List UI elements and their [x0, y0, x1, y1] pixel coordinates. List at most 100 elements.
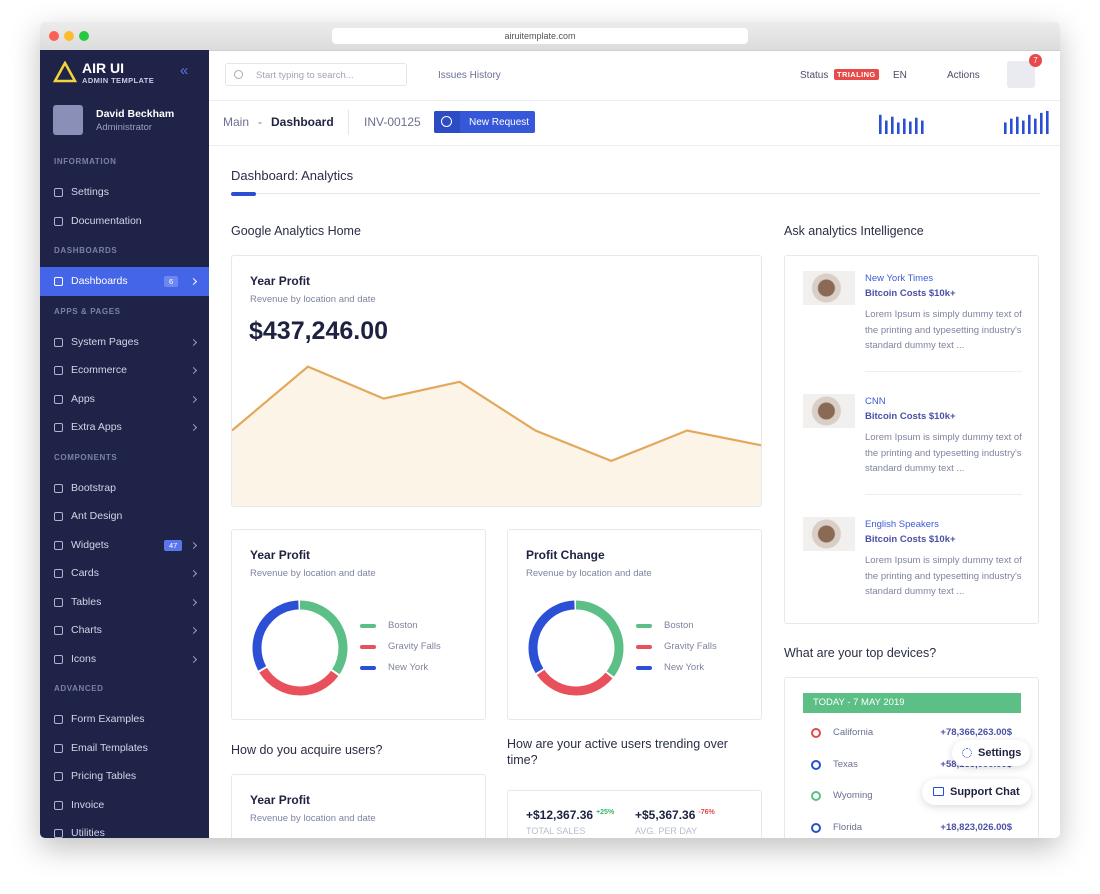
breadcrumb-current: Dashboard: [271, 115, 334, 129]
nav-label: Documentation: [71, 214, 142, 227]
trend-label: AVG. PER DAY: [635, 826, 698, 836]
maximize-button[interactable]: [79, 31, 89, 41]
area-chart: [232, 365, 761, 506]
nav-label: Ecommerce: [71, 364, 128, 376]
nav-item[interactable]: Email Templates: [40, 734, 209, 763]
trend-card: +$12,367.36 +25% TOTAL SALES +$5,367.36 -76%…: [507, 790, 762, 838]
nav-icon: [54, 216, 63, 226]
nav-item[interactable]: Dashboards 6: [40, 267, 209, 296]
acquire-card: Year Profit Revenue by location and date: [231, 774, 486, 838]
nav-item[interactable]: Icons: [40, 645, 209, 674]
nav-item[interactable]: Cards: [40, 559, 209, 588]
nav-item[interactable]: Invoice: [40, 791, 209, 820]
nav-item[interactable]: Ecommerce: [40, 356, 209, 385]
donut-segment: [252, 600, 348, 696]
nav-item[interactable]: Form Examples: [40, 705, 209, 734]
nav-label: Charts: [71, 624, 102, 636]
new-request-button[interactable]: New Request: [434, 111, 535, 133]
nav-label: System Pages: [71, 335, 139, 348]
sidebar: AIR UI ADMIN TEMPLATE « David Beckham Ad…: [40, 50, 209, 838]
spark-bar: [1040, 112, 1043, 134]
nav-item[interactable]: Apps: [40, 385, 209, 414]
nav-icon: [54, 366, 63, 375]
section-heading: How are your active users trending over …: [507, 737, 728, 767]
settings-button[interactable]: Settings: [952, 740, 1030, 766]
legend-swatch: [360, 645, 376, 649]
legend-label: New York: [388, 662, 429, 673]
nav-item[interactable]: Bootstrap: [40, 474, 209, 503]
news-title: Bitcoin Costs $10k+: [865, 411, 956, 422]
sparkbars: [1004, 110, 1049, 134]
spark-bar: [909, 121, 912, 134]
news-thumbnail: [803, 517, 855, 551]
spark-bar: [1004, 122, 1007, 134]
news-card: New York Times Bitcoin Costs $10k+ Lorem I…: [784, 255, 1039, 624]
support-chat-button[interactable]: Support Chat: [922, 779, 1031, 805]
card-subtitle: Revenue by location and date: [250, 294, 376, 305]
close-button[interactable]: [49, 31, 59, 41]
nav-label: Icons: [71, 652, 97, 665]
spark-bar: [903, 118, 906, 134]
nav-item[interactable]: Charts: [40, 616, 209, 645]
device-name: Texas: [833, 758, 858, 770]
main-area: Start typing to search... Issues History…: [209, 50, 1060, 838]
card-title: Profit Change: [526, 548, 605, 562]
news-title: Bitcoin Costs $10k+: [865, 534, 956, 545]
trend-value: +$5,367.36 -76%: [635, 808, 715, 822]
breadcrumb-main[interactable]: Main: [223, 115, 250, 129]
minimize-button[interactable]: [64, 31, 74, 41]
nav-label: Dashboards: [71, 275, 128, 287]
status-badge: TRIALING: [834, 69, 879, 80]
nav-label: Bootstrap: [71, 481, 116, 494]
collapse-button[interactable]: «: [180, 62, 189, 79]
nav-heading: DASHBOARDS: [54, 246, 118, 255]
search-box[interactable]: Start typing to search...: [225, 63, 407, 86]
nav-item[interactable]: Pricing Tables: [40, 762, 209, 791]
issues-menu[interactable]: Issues History: [438, 70, 501, 81]
nav-item[interactable]: Widgets 47: [40, 531, 209, 560]
news-source[interactable]: English Speakers: [865, 519, 939, 530]
area-line: [232, 365, 761, 463]
nav-icon: [54, 394, 63, 404]
news-source[interactable]: New York Times: [865, 273, 934, 284]
nav-label: Form Examples: [71, 713, 145, 725]
nav-badge: 47: [164, 539, 183, 551]
device-dot: [811, 791, 821, 802]
nav-item[interactable]: Ant Design: [40, 502, 209, 531]
language-menu[interactable]: EN: [893, 70, 907, 81]
analytics-card: Year Profit Revenue by location and date…: [231, 255, 762, 507]
nav-item[interactable]: Documentation: [40, 207, 209, 236]
spark-bar: [1016, 116, 1019, 134]
trend-change: +25%: [596, 809, 615, 816]
legend-label: Gravity Falls: [388, 641, 441, 652]
button-label: New Request: [469, 117, 530, 128]
avatar[interactable]: [53, 105, 83, 135]
legend-label: Boston: [664, 620, 694, 631]
nav-item[interactable]: Extra Apps: [40, 413, 209, 442]
nav-menu: INFORMATION Settings Documentation DASHBOAR…: [40, 146, 209, 838]
address-bar[interactable]: airuitemplate.com: [332, 28, 748, 44]
brand-tagline: ADMIN TEMPLATE: [82, 76, 155, 85]
status-label: Status: [800, 70, 829, 81]
nav-item[interactable]: Settings: [40, 178, 209, 207]
nav-item[interactable]: Utilities: [40, 819, 209, 838]
nav-label: Widgets: [71, 538, 109, 551]
user-menu[interactable]: [1007, 61, 1035, 88]
news-source[interactable]: CNN: [865, 396, 886, 407]
nav-heading: COMPONENTS: [54, 452, 118, 462]
notification-badge: 7: [1029, 54, 1042, 67]
nav-icon: [54, 512, 63, 521]
divider: [348, 110, 349, 135]
nav-icon: [54, 483, 63, 493]
nav-label: Invoice: [71, 798, 105, 811]
chat-icon: [933, 787, 944, 796]
chevron: [189, 395, 198, 403]
actions-menu[interactable]: Actions: [947, 70, 980, 81]
donut-chart: [252, 600, 348, 696]
spark-bar: [1022, 120, 1025, 134]
legend-swatch: [636, 624, 652, 628]
device-dot: [811, 728, 821, 738]
nav-item[interactable]: Tables: [40, 588, 209, 617]
nav-item[interactable]: System Pages: [40, 328, 209, 357]
